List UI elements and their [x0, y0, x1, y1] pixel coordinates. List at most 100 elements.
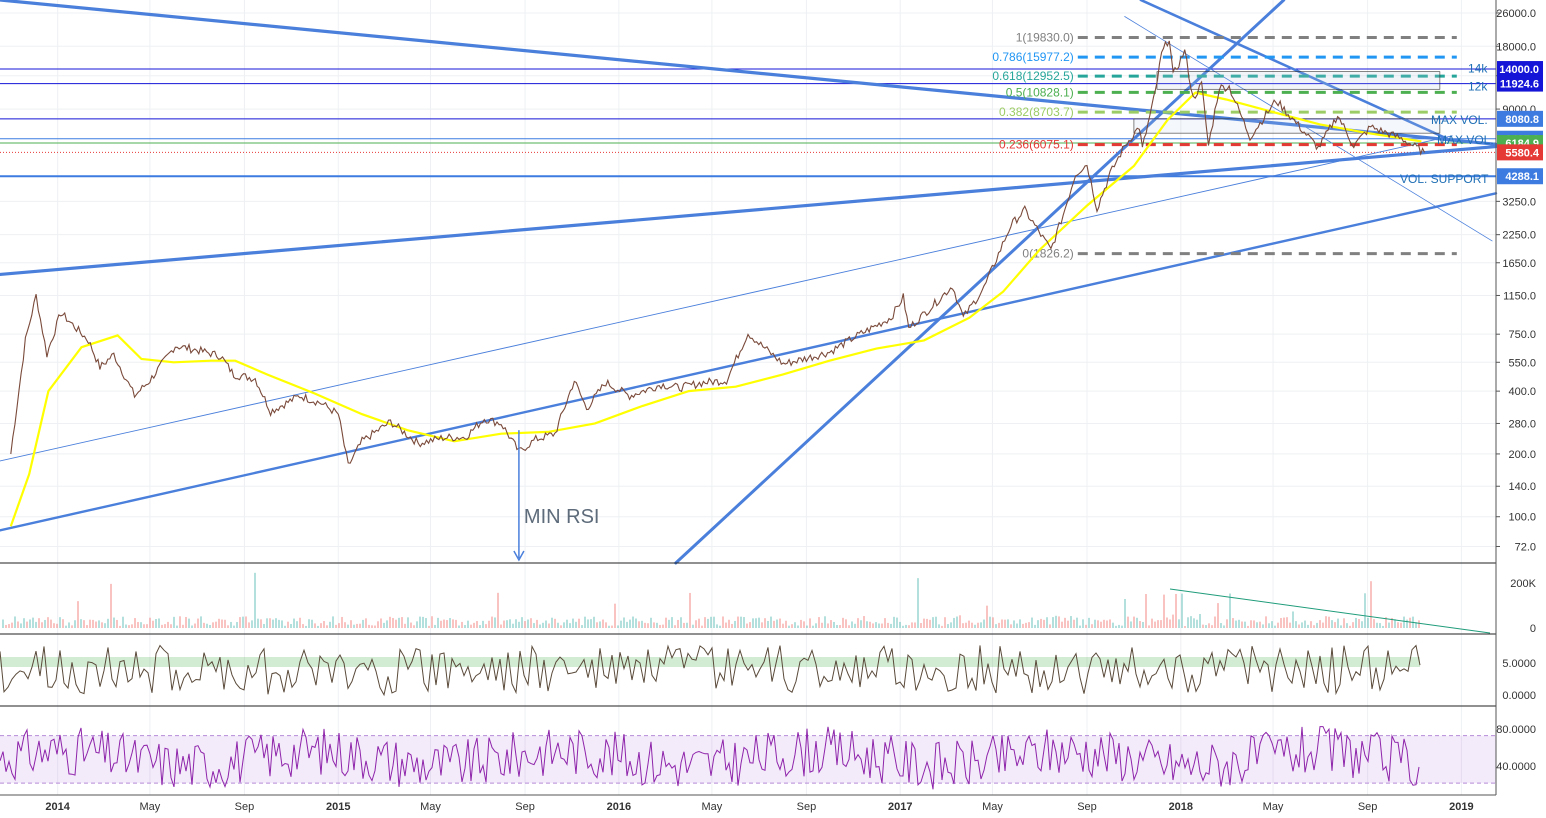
annotation-14k: 14k	[1468, 62, 1488, 76]
price-tick-label: 26000.0	[1496, 8, 1536, 20]
volume-bar	[821, 622, 823, 628]
volume-bar	[608, 625, 610, 628]
volume-bar	[839, 625, 841, 628]
volume-bar	[1007, 619, 1009, 628]
volume-bar	[797, 625, 799, 628]
volume-bar	[284, 625, 286, 628]
volume-bar	[68, 622, 70, 628]
volume-bar	[1379, 623, 1381, 628]
time-tick-label: 2014	[45, 801, 70, 813]
volume-bar	[491, 616, 493, 628]
volume-bar	[605, 622, 607, 628]
volume-bar	[1193, 618, 1195, 628]
annotation-max-vol-2: MAX VOL.	[1437, 133, 1494, 147]
price-label-bg	[1497, 144, 1543, 161]
volume-bar	[959, 615, 961, 628]
price-axis[interactable]: 26000.018000.013000.09000.03250.02250.01…	[1495, 0, 1543, 795]
volume-bar	[299, 617, 301, 628]
volume-bar	[332, 616, 334, 628]
volume-bar	[218, 618, 220, 628]
volume-bar	[1217, 603, 1219, 628]
volume-bar	[1286, 617, 1288, 628]
volume-bar	[893, 616, 895, 628]
volume-bar	[1028, 622, 1030, 628]
volume-bar	[77, 601, 79, 628]
volume-bar	[182, 624, 184, 628]
volume-bar	[632, 616, 634, 628]
volume-bar	[932, 617, 934, 628]
volume-bar	[740, 616, 742, 628]
volume-bar	[1262, 624, 1264, 628]
volume-bar	[278, 619, 280, 628]
volume-bar	[1247, 625, 1249, 628]
volume-bar	[878, 623, 880, 628]
volume-bar	[236, 622, 238, 628]
volume-bar	[1223, 625, 1225, 628]
volume-bar	[650, 617, 652, 628]
volume-bar	[671, 617, 673, 628]
volume-bar	[710, 616, 712, 628]
panel-tick-label: 0	[1530, 623, 1536, 635]
volume-bar	[1106, 620, 1108, 628]
volume-bar	[572, 618, 574, 628]
volume-bar	[791, 624, 793, 628]
volume-bar	[80, 619, 82, 628]
volume-bar	[1238, 619, 1240, 628]
volume-bar	[1334, 622, 1336, 628]
volume-bar	[1280, 618, 1282, 628]
volume-bar	[476, 621, 478, 628]
volume-bar	[1130, 621, 1132, 628]
volume-bar	[323, 621, 325, 628]
volume-bar	[554, 618, 556, 628]
volume-bar	[782, 623, 784, 628]
volume-bar	[1148, 625, 1150, 628]
volume-bar	[1214, 616, 1216, 628]
volume-bar	[1250, 620, 1252, 628]
volume-bar	[914, 622, 916, 628]
volume-bar	[950, 622, 952, 628]
indicator-panels	[0, 562, 1496, 790]
min-rsi-arrowhead	[513, 550, 525, 562]
volume-bar	[647, 623, 649, 628]
volume-bar	[365, 618, 367, 628]
time-tick-label: Sep	[1358, 801, 1378, 813]
volume-bar	[644, 622, 646, 628]
volume-bar	[1298, 624, 1300, 628]
volume-bar	[497, 592, 499, 628]
volume-bar	[1085, 624, 1087, 628]
volume-bar	[767, 620, 769, 628]
volume-bar	[863, 616, 865, 628]
volume-bar	[1328, 616, 1330, 628]
volume-bar	[449, 618, 451, 628]
time-axis[interactable]: 2014 May Sep 2015 May Sep 2016 May Sep 2017 May Sep…	[0, 794, 1496, 813]
volume-bar	[1160, 620, 1162, 628]
volume-bar	[1256, 622, 1258, 628]
volume-bar	[140, 622, 142, 628]
volume-bar	[515, 619, 517, 628]
volume-bar	[164, 624, 166, 628]
volume-bar	[1175, 593, 1177, 628]
volume-bar	[125, 624, 127, 628]
volume-bar	[737, 616, 739, 628]
volume-bar	[287, 621, 289, 628]
volume-trendline	[1169, 588, 1491, 634]
volume-bar	[614, 603, 616, 628]
volume-bar	[677, 619, 679, 628]
volume-bar	[563, 622, 565, 628]
volume-bar	[506, 620, 508, 628]
volume-bar	[257, 618, 259, 628]
volume-bar	[1220, 623, 1222, 628]
volume-bar	[251, 620, 253, 628]
volume-bar	[494, 617, 496, 628]
time-tick-label: 2019	[1449, 801, 1473, 813]
volume-bar	[422, 616, 424, 628]
volume-bar	[161, 624, 163, 628]
volume-bar	[971, 622, 973, 628]
volume-bar	[1310, 621, 1312, 628]
volume-bar	[419, 616, 421, 628]
volume-bar	[248, 622, 250, 628]
volume-bar	[665, 617, 667, 628]
volume-bar	[1040, 618, 1042, 628]
price-label: 11924.6	[1500, 79, 1539, 91]
